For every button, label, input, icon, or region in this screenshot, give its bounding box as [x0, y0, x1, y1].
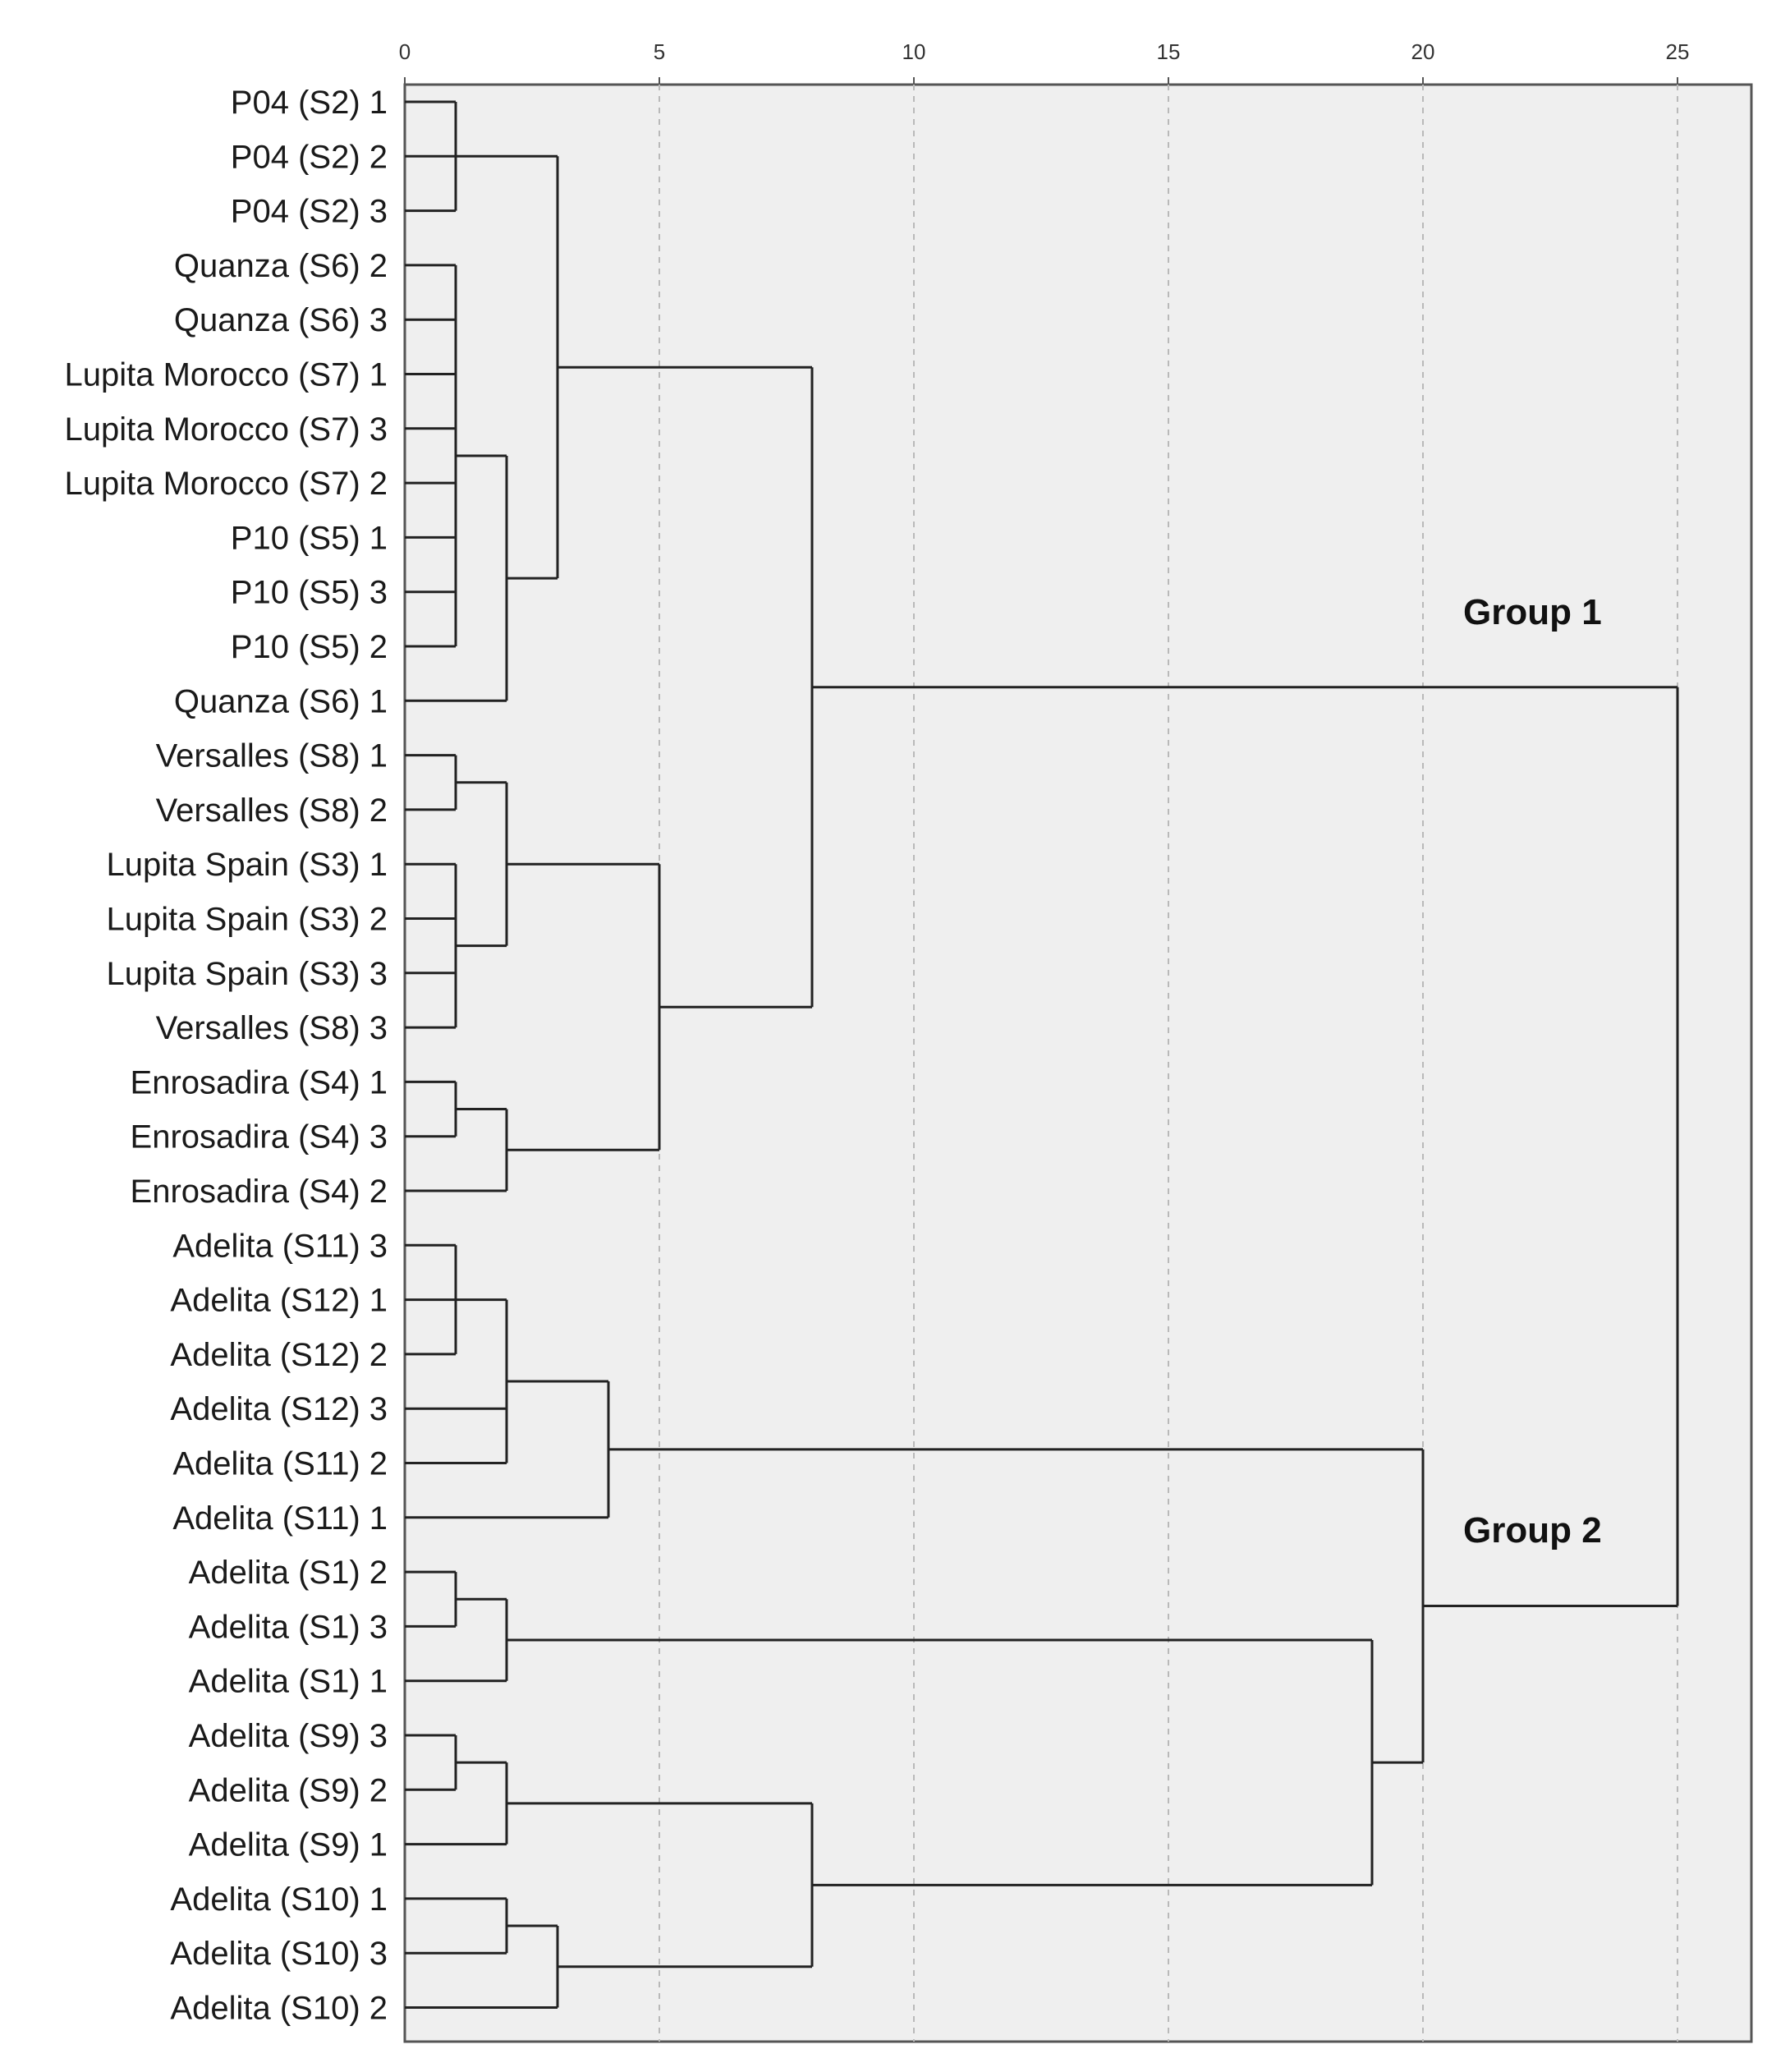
- tick-label-0: 0: [399, 39, 411, 64]
- tick-label-25: 25: [1666, 39, 1690, 64]
- leaf-labels: P04 (S2) 1 P04 (S2) 2 P04 (S2) 3 Quanza (S6…: [64, 85, 388, 2027]
- leaf-label: P10 (S5) 3: [231, 575, 388, 611]
- leaf-label: Lupita Spain (S3) 1: [107, 847, 388, 883]
- tick-label-15: 15: [1157, 39, 1181, 64]
- leaf-label: Adelita (S11) 2: [172, 1446, 388, 1482]
- leaf-label: Quanza (S6) 3: [174, 302, 388, 338]
- leaf-label: Lupita Morocco (S7) 3: [64, 411, 388, 448]
- leaf-label: P04 (S2) 1: [231, 85, 388, 121]
- leaf-label: P04 (S2) 3: [231, 194, 388, 230]
- leaf-label: Lupita Morocco (S7) 2: [64, 466, 388, 502]
- x-axis-ticks: 0 5 10 15 20 25: [399, 39, 1690, 85]
- leaf-label: Enrosadira (S4) 3: [131, 1119, 388, 1155]
- leaf-label: Quanza (S6) 1: [174, 683, 388, 719]
- leaf-label: Versalles (S8) 2: [156, 793, 388, 829]
- leaf-label: Lupita Spain (S3) 3: [107, 956, 388, 992]
- leaf-label: Adelita (S9) 1: [189, 1827, 388, 1863]
- leaf-label: Adelita (S1) 2: [189, 1555, 388, 1591]
- leaf-label: P04 (S2) 2: [231, 139, 388, 175]
- leaf-label: Adelita (S9) 3: [189, 1718, 388, 1754]
- dendrogram-branches: [405, 100, 1679, 2009]
- leaf-label: Adelita (S1) 1: [189, 1664, 388, 1700]
- group-1-annotation: Group 1: [1463, 592, 1602, 632]
- leaf-label: Adelita (S11) 3: [172, 1228, 388, 1264]
- leaf-label: Adelita (S12) 3: [170, 1391, 388, 1427]
- leaf-label: Adelita (S10) 1: [170, 1881, 388, 1918]
- group-2-annotation: Group 2: [1463, 1510, 1602, 1551]
- tick-label-5: 5: [654, 39, 665, 64]
- leaf-label: P10 (S5) 1: [231, 520, 388, 556]
- leaf-label: Adelita (S12) 2: [170, 1337, 388, 1373]
- leaf-label: Adelita (S12) 1: [170, 1283, 388, 1319]
- leaf-label: Adelita (S11) 1: [172, 1500, 388, 1537]
- leaf-label: Adelita (S9) 2: [189, 1772, 388, 1808]
- leaf-label: Enrosadira (S4) 1: [131, 1064, 388, 1100]
- leaf-label: Quanza (S6) 2: [174, 248, 388, 284]
- leaf-label: Enrosadira (S4) 2: [131, 1174, 388, 1210]
- leaf-label: Versalles (S8) 1: [156, 738, 388, 774]
- leaf-label: Versalles (S8) 3: [156, 1010, 388, 1046]
- leaf-label: Lupita Morocco (S7) 1: [64, 357, 388, 393]
- leaf-label: Adelita (S1) 3: [189, 1609, 388, 1645]
- leaf-label: Adelita (S10) 2: [170, 1991, 388, 2027]
- tick-label-10: 10: [902, 39, 926, 64]
- tick-label-20: 20: [1411, 39, 1435, 64]
- leaf-label: Lupita Spain (S3) 2: [107, 902, 388, 938]
- leaf-label: P10 (S5) 2: [231, 629, 388, 665]
- plot-area: [403, 83, 1753, 2043]
- leaf-label: Adelita (S10) 3: [170, 1936, 388, 1972]
